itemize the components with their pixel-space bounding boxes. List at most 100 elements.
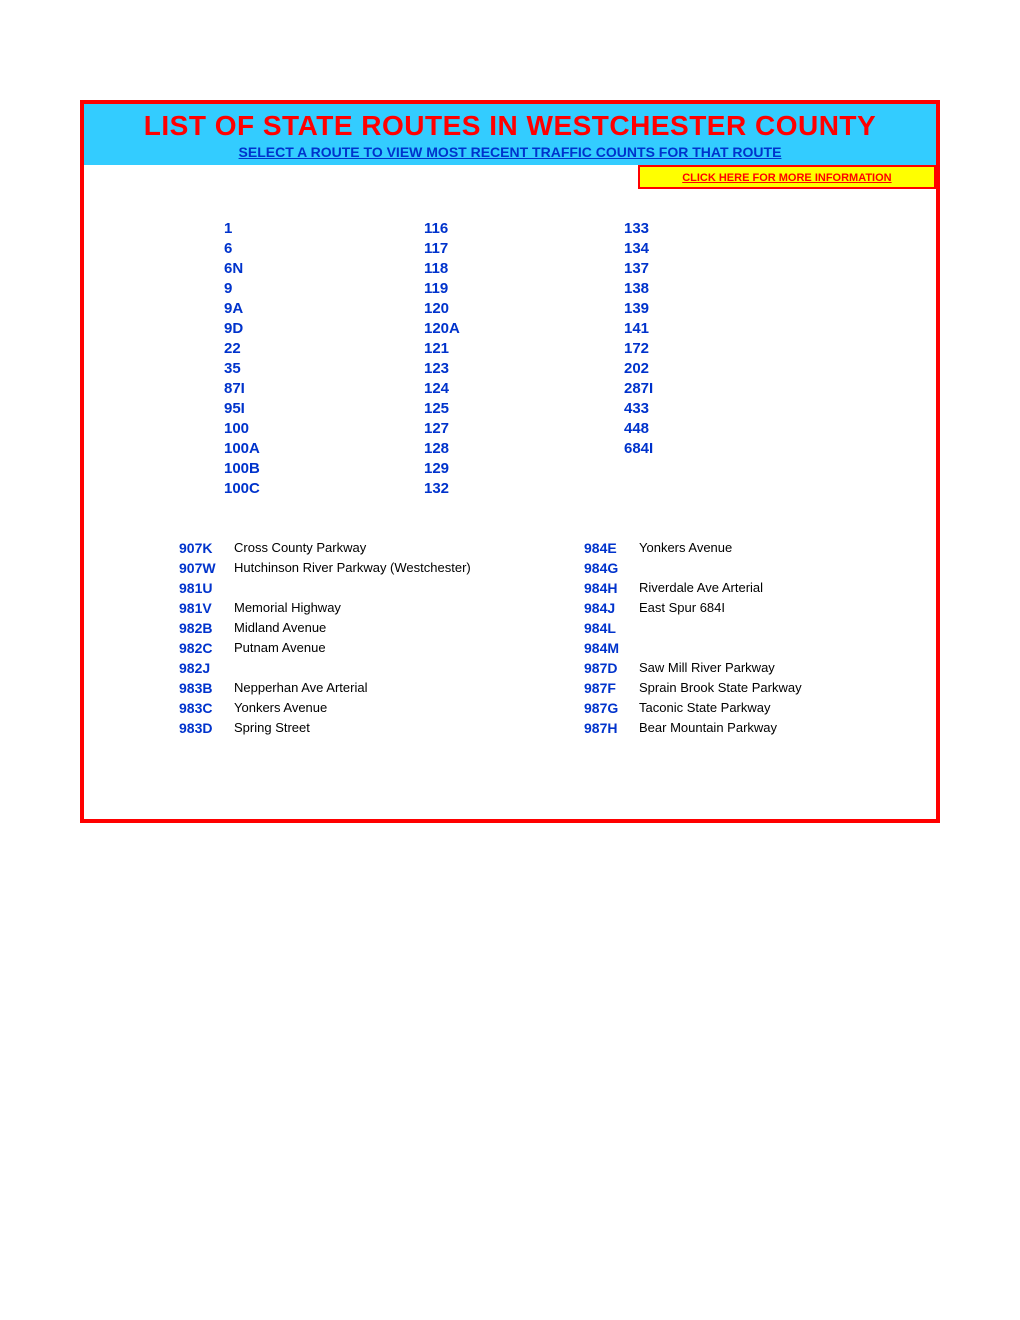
route-code-link[interactable]: 984E	[584, 539, 639, 557]
route-link[interactable]: 137	[624, 259, 844, 279]
route-code-link[interactable]: 984G	[584, 559, 639, 577]
route-link[interactable]: 95I	[224, 399, 424, 419]
route-link[interactable]: 6	[224, 239, 424, 259]
route-name: Memorial Highway	[234, 599, 341, 617]
route-code-link[interactable]: 982C	[179, 639, 234, 657]
route-code-link[interactable]: 983C	[179, 699, 234, 717]
route-link[interactable]: 127	[424, 419, 624, 439]
route-name: Bear Mountain Parkway	[639, 719, 777, 737]
named-route-row: 984EYonkers Avenue	[584, 539, 904, 557]
route-link[interactable]: 120A	[424, 319, 624, 339]
main-container: LIST OF STATE ROUTES IN WESTCHESTER COUN…	[80, 100, 940, 823]
route-name: Sprain Brook State Parkway	[639, 679, 802, 697]
route-name: Riverdale Ave Arterial	[639, 579, 763, 597]
route-link[interactable]: 120	[424, 299, 624, 319]
route-name: Taconic State Parkway	[639, 699, 771, 717]
route-code-link[interactable]: 907K	[179, 539, 234, 557]
route-link[interactable]: 287I	[624, 379, 844, 399]
route-link[interactable]: 87I	[224, 379, 424, 399]
route-link[interactable]: 100B	[224, 459, 424, 479]
route-code-link[interactable]: 983D	[179, 719, 234, 737]
route-code-link[interactable]: 983B	[179, 679, 234, 697]
route-link[interactable]: 35	[224, 359, 424, 379]
route-link[interactable]: 139	[624, 299, 844, 319]
route-name: Cross County Parkway	[234, 539, 366, 557]
route-link[interactable]: 119	[424, 279, 624, 299]
route-link[interactable]: 9D	[224, 319, 424, 339]
routes-column-3: 133134137138139141172202287I433448684I	[624, 219, 844, 499]
route-link[interactable]: 141	[624, 319, 844, 339]
named-route-row: 983DSpring Street	[179, 719, 584, 737]
route-name: Saw Mill River Parkway	[639, 659, 775, 677]
route-name: Hutchinson River Parkway (Westchester)	[234, 559, 471, 577]
route-code-link[interactable]: 987G	[584, 699, 639, 717]
named-route-row: 982BMidland Avenue	[179, 619, 584, 637]
route-code-link[interactable]: 981U	[179, 579, 234, 597]
named-route-row: 984JEast Spur 684I	[584, 599, 904, 617]
route-code-link[interactable]: 984H	[584, 579, 639, 597]
route-code-link[interactable]: 984M	[584, 639, 639, 657]
route-name: Midland Avenue	[234, 619, 326, 637]
route-link[interactable]: 9	[224, 279, 424, 299]
named-route-row: 987FSprain Brook State Parkway	[584, 679, 904, 697]
more-info-link[interactable]: CLICK HERE FOR MORE INFORMATION	[682, 172, 891, 184]
route-code-link[interactable]: 981V	[179, 599, 234, 617]
route-code-link[interactable]: 907W	[179, 559, 234, 577]
named-route-row: 984L	[584, 619, 904, 637]
route-code-link[interactable]: 987F	[584, 679, 639, 697]
route-code-link[interactable]: 987D	[584, 659, 639, 677]
routes-column-1: 166N99A9D223587I95I100100A100B100C	[224, 219, 424, 499]
page-title: LIST OF STATE ROUTES IN WESTCHESTER COUN…	[84, 110, 936, 142]
route-link[interactable]: 134	[624, 239, 844, 259]
route-name: Spring Street	[234, 719, 310, 737]
route-name: Yonkers Avenue	[234, 699, 327, 717]
route-link[interactable]: 118	[424, 259, 624, 279]
route-link[interactable]: 129	[424, 459, 624, 479]
route-link[interactable]: 448	[624, 419, 844, 439]
route-name: Nepperhan Ave Arterial	[234, 679, 367, 697]
route-link[interactable]: 133	[624, 219, 844, 239]
route-code-link[interactable]: 984L	[584, 619, 639, 637]
route-link[interactable]: 100	[224, 419, 424, 439]
route-link[interactable]: 172	[624, 339, 844, 359]
named-route-row: 987DSaw Mill River Parkway	[584, 659, 904, 677]
named-routes-left: 907KCross County Parkway907WHutchinson R…	[179, 539, 584, 739]
route-code-link[interactable]: 984J	[584, 599, 639, 617]
route-link[interactable]: 22	[224, 339, 424, 359]
header: LIST OF STATE ROUTES IN WESTCHESTER COUN…	[84, 104, 936, 165]
named-route-row: 987GTaconic State Parkway	[584, 699, 904, 717]
route-link[interactable]: 202	[624, 359, 844, 379]
route-link[interactable]: 116	[424, 219, 624, 239]
route-link[interactable]: 128	[424, 439, 624, 459]
routes-section: 166N99A9D223587I95I100100A100B100C 11611…	[84, 189, 936, 499]
route-link[interactable]: 123	[424, 359, 624, 379]
route-link[interactable]: 117	[424, 239, 624, 259]
route-code-link[interactable]: 982B	[179, 619, 234, 637]
route-link[interactable]: 100C	[224, 479, 424, 499]
route-link[interactable]: 6N	[224, 259, 424, 279]
named-routes-right: 984EYonkers Avenue984G984HRiverdale Ave …	[584, 539, 904, 739]
route-link[interactable]: 684I	[624, 439, 844, 459]
route-link[interactable]: 1	[224, 219, 424, 239]
route-link[interactable]: 132	[424, 479, 624, 499]
named-route-row: 983BNepperhan Ave Arterial	[179, 679, 584, 697]
route-link[interactable]: 100A	[224, 439, 424, 459]
route-link[interactable]: 125	[424, 399, 624, 419]
named-route-row: 982J	[179, 659, 584, 677]
route-link[interactable]: 138	[624, 279, 844, 299]
route-name: Putnam Avenue	[234, 639, 326, 657]
route-code-link[interactable]: 987H	[584, 719, 639, 737]
info-bar: CLICK HERE FOR MORE INFORMATION	[638, 165, 936, 189]
route-link[interactable]: 9A	[224, 299, 424, 319]
routes-column-2: 116117118119120120A121123124125127128129…	[424, 219, 624, 499]
route-link[interactable]: 124	[424, 379, 624, 399]
route-link[interactable]: 121	[424, 339, 624, 359]
named-route-row: 907KCross County Parkway	[179, 539, 584, 557]
named-route-row: 907WHutchinson River Parkway (Westcheste…	[179, 559, 584, 577]
subtitle-link[interactable]: SELECT A ROUTE TO VIEW MOST RECENT TRAFF…	[239, 144, 782, 160]
route-code-link[interactable]: 982J	[179, 659, 234, 677]
route-name: Yonkers Avenue	[639, 539, 732, 557]
named-route-row: 984HRiverdale Ave Arterial	[584, 579, 904, 597]
route-link[interactable]: 433	[624, 399, 844, 419]
named-route-row: 984M	[584, 639, 904, 657]
